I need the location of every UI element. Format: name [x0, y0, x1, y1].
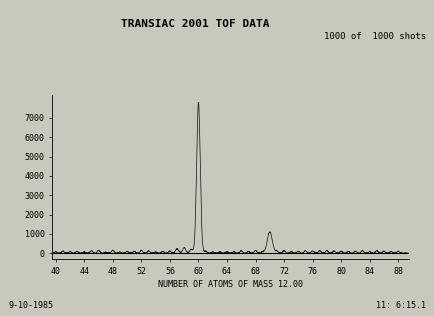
Text: 11: 6:15.1: 11: 6:15.1 — [375, 301, 425, 310]
Text: 9-10-1985: 9-10-1985 — [9, 301, 53, 310]
X-axis label: NUMBER OF ATOMS OF MASS 12.00: NUMBER OF ATOMS OF MASS 12.00 — [158, 280, 302, 289]
Text: 1000 of  1000 shots: 1000 of 1000 shots — [323, 32, 425, 40]
Text: TRANSIAC 2001 TOF DATA: TRANSIAC 2001 TOF DATA — [121, 19, 270, 29]
